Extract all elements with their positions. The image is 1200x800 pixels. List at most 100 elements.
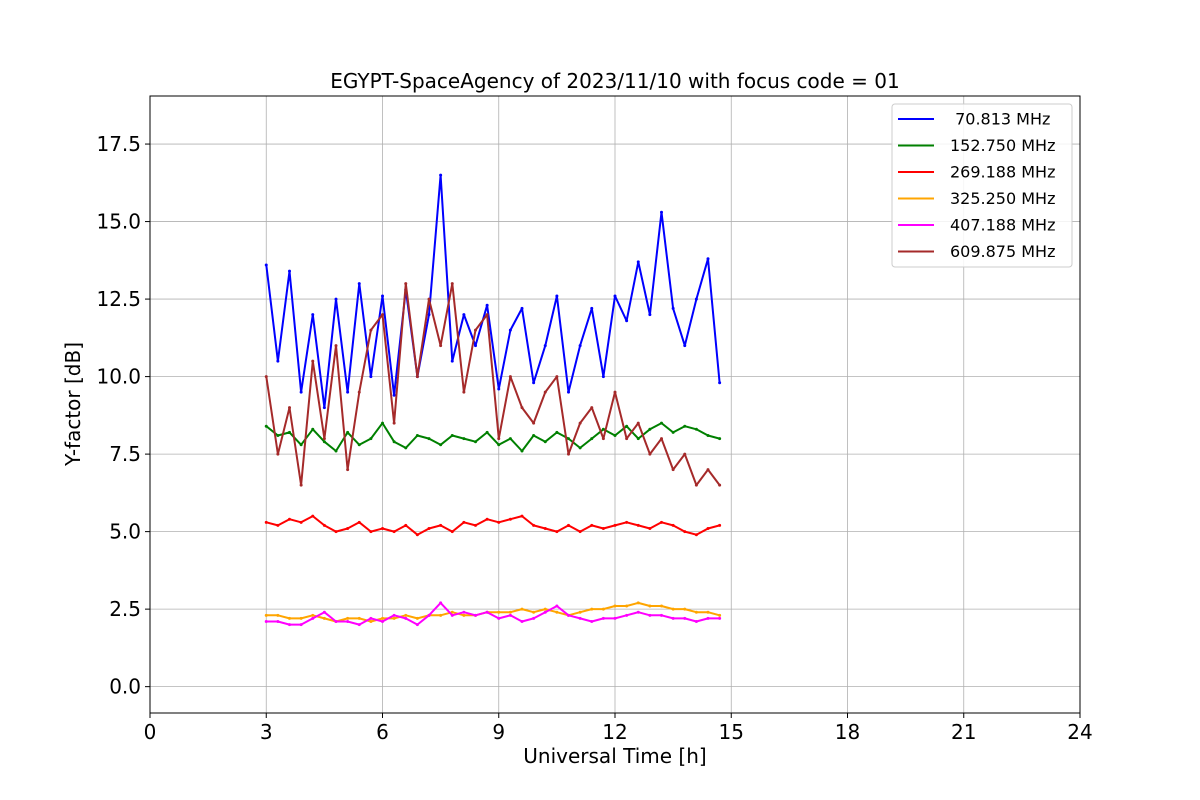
data-point [311,616,315,620]
data-point [427,613,431,617]
data-point [660,604,663,608]
data-point [567,452,570,456]
data-point [508,328,512,332]
data-point [706,434,710,438]
data-point [601,375,605,379]
data-point [485,610,489,614]
data-point [567,523,570,527]
y-tick-label: 5.0 [109,520,141,544]
data-point [718,523,722,527]
data-point [474,523,477,527]
data-point [694,297,698,301]
data-point [322,437,326,441]
data-point [299,623,303,627]
data-point [311,613,315,617]
data-point [660,437,663,441]
data-point [590,306,594,310]
data-point [636,260,640,264]
data-point [299,390,303,394]
data-point [567,437,570,441]
data-point [578,530,582,534]
data-point [555,375,559,379]
data-point [508,613,512,617]
data-point [357,623,361,627]
data-point [648,452,652,456]
data-point [683,607,687,611]
data-point [392,421,396,425]
data-point [450,610,454,614]
data-point [322,523,326,527]
data-point [590,437,594,441]
data-point [381,313,384,317]
data-point [520,306,524,310]
data-point [415,623,419,627]
data-point [276,452,280,456]
data-point [264,613,268,617]
data-point [334,344,338,348]
data-point [392,530,396,534]
data-point [288,616,291,620]
legend-label: 325.250 MHz [950,189,1055,208]
data-point [392,440,396,444]
y-axis-label: Y-factor [dB] [61,342,85,467]
x-tick-label: 21 [951,720,976,744]
data-point [462,520,466,524]
data-point [520,607,524,611]
data-point [683,452,687,456]
data-point [415,434,419,438]
y-tick-label: 10.0 [96,365,141,389]
data-point [636,421,640,425]
data-point [369,328,373,332]
data-point [474,613,477,617]
data-point [392,613,396,617]
series-line [265,282,721,487]
data-point [543,390,547,394]
data-point [625,613,629,617]
data-point [625,604,629,608]
x-tick-label: 0 [144,720,157,744]
data-point [369,616,373,620]
data-point [322,610,326,614]
data-point [671,607,675,611]
data-point [578,421,582,425]
data-point [625,520,629,524]
data-point [532,610,536,614]
data-point [346,468,350,472]
data-point [415,533,419,537]
data-point [381,527,384,531]
data-point [381,421,384,425]
data-point [311,359,315,363]
x-tick-label: 6 [376,720,389,744]
x-tick-label: 3 [260,720,273,744]
data-point [625,437,629,441]
data-point [288,517,291,521]
y-tick-label: 17.5 [96,132,141,156]
data-point [718,437,722,441]
series-line [265,422,720,452]
data-point [497,610,501,614]
data-point [369,620,373,624]
data-point [683,530,687,534]
data-point [555,530,559,534]
data-point [613,523,617,527]
data-point [694,533,698,537]
data-point [497,520,501,524]
data-point [706,527,710,531]
data-point [601,427,605,431]
data-point [578,344,582,348]
data-point [578,610,582,614]
data-point [299,520,303,524]
legend-box [891,103,1073,268]
data-point [613,434,617,438]
y-tick-label: 15.0 [96,210,141,234]
data-point [485,303,489,307]
plot-lines [264,173,722,627]
data-point [671,430,675,434]
data-point [474,344,477,348]
data-point [276,620,280,624]
data-point [636,437,640,441]
x-tick-label: 9 [492,720,505,744]
data-point [532,434,536,438]
data-point [648,527,652,531]
data-point [648,604,652,608]
